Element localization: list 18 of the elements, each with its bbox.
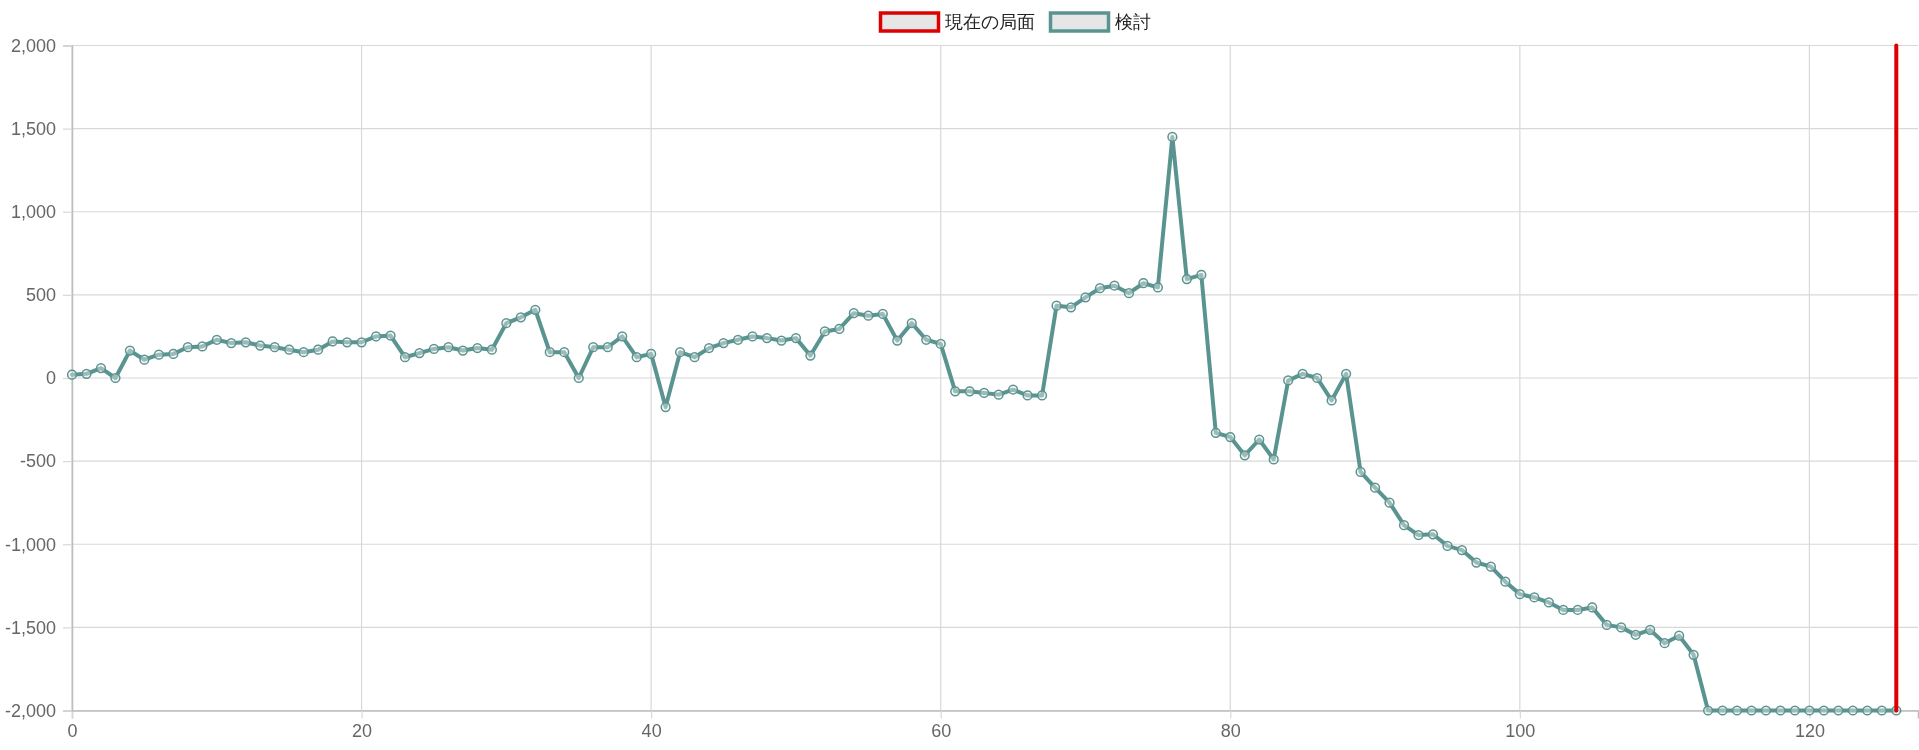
y-tick-label: -2,000	[4, 700, 56, 721]
legend-label: 現在の局面	[945, 12, 1035, 33]
x-tick-label: 120	[1794, 721, 1825, 742]
y-tick-label: 1,500	[10, 118, 56, 139]
y-tick-label: -500	[19, 451, 56, 472]
y-tick-label: 0	[45, 368, 56, 389]
y-tick-label: 500	[25, 285, 56, 306]
y-tick-label: 2,000	[10, 35, 56, 56]
legend-label: 検討	[1115, 12, 1151, 33]
x-tick-label: 100	[1505, 721, 1536, 742]
x-tick-label: 20	[352, 721, 373, 742]
x-tick-label: 0	[67, 721, 78, 742]
x-tick-label: 40	[641, 721, 662, 742]
y-tick-label: -1,500	[4, 617, 56, 638]
y-tick-label: -1,000	[4, 534, 56, 555]
x-tick-label: 60	[931, 721, 952, 742]
x-tick-label: 80	[1220, 721, 1241, 742]
y-tick-label: 1,000	[10, 202, 56, 223]
